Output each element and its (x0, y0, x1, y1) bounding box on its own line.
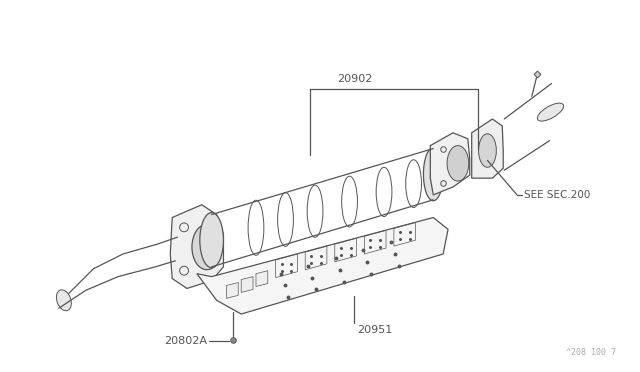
Text: 20902: 20902 (337, 74, 372, 84)
Ellipse shape (447, 145, 468, 181)
Ellipse shape (424, 148, 443, 201)
Ellipse shape (192, 224, 221, 270)
Ellipse shape (538, 103, 564, 121)
Polygon shape (241, 277, 253, 292)
Polygon shape (227, 283, 238, 298)
Text: 20951: 20951 (357, 325, 393, 335)
Polygon shape (170, 205, 223, 288)
Polygon shape (430, 133, 470, 195)
Text: ^208 100 7: ^208 100 7 (566, 349, 616, 357)
Ellipse shape (200, 212, 223, 268)
Text: SEE SEC.200: SEE SEC.200 (524, 190, 590, 200)
Polygon shape (197, 218, 448, 314)
Ellipse shape (479, 134, 497, 167)
Polygon shape (472, 119, 503, 178)
Polygon shape (256, 271, 268, 286)
Ellipse shape (56, 290, 71, 311)
Text: 20802A: 20802A (164, 336, 207, 346)
